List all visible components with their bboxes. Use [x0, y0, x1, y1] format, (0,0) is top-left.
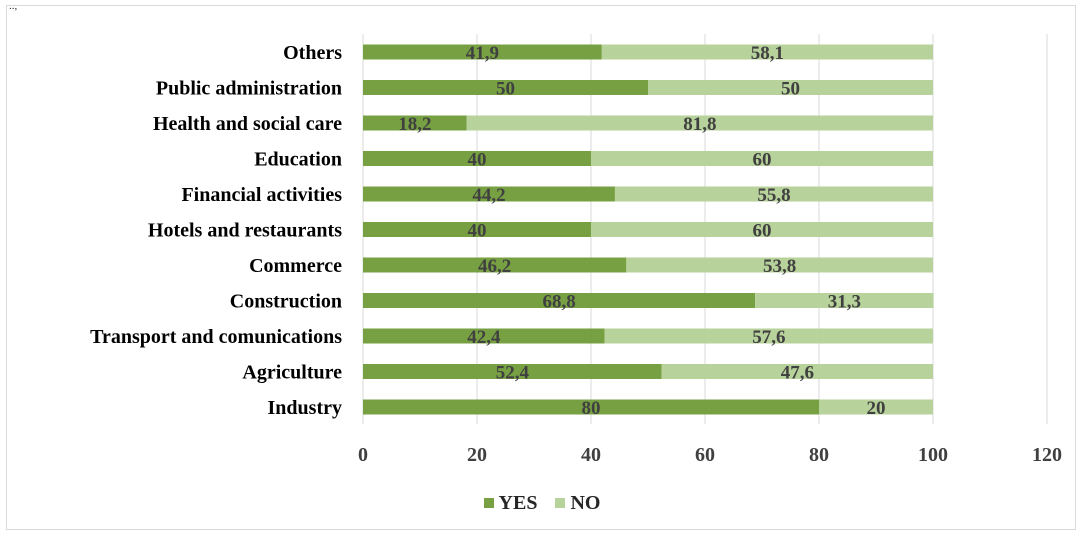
bar-yes — [363, 186, 615, 202]
data-label-no: 47,6 — [781, 363, 814, 384]
data-labels: 41,9 58,1 50 50 18,2 81,8 40 60 44,2 55,8 40 60 46,2… — [398, 43, 885, 419]
x-tick-label: 40 — [581, 444, 601, 466]
data-label-yes: 50 — [496, 79, 515, 100]
legend-item-yes: YES — [483, 491, 538, 515]
data-label-no: 55,8 — [757, 185, 790, 206]
data-label-yes: 41,9 — [466, 43, 499, 64]
bar-no — [661, 364, 933, 379]
data-label-yes: 68,8 — [542, 292, 575, 313]
category-label: Education — [254, 149, 342, 171]
bar-no — [614, 186, 933, 202]
bar-yes — [363, 80, 648, 95]
data-label-yes: 80 — [582, 398, 601, 419]
data-label-yes: 46,2 — [478, 256, 511, 277]
x-tick-label: 20 — [467, 444, 487, 466]
data-label-no: 60 — [753, 150, 772, 171]
bar-no — [626, 257, 933, 273]
bar-yes — [363, 44, 602, 60]
data-label-no: 57,6 — [752, 327, 785, 348]
bar-yes — [363, 257, 627, 273]
x-tick-labels: 0 20 40 60 80 100 120 — [358, 444, 1062, 466]
bar-no — [601, 44, 933, 60]
x-tick-label: 60 — [695, 444, 715, 466]
legend-swatch-no — [555, 498, 566, 508]
category-label: Construction — [230, 291, 342, 313]
bar-no — [819, 399, 933, 415]
x-tick-label: 0 — [358, 444, 368, 466]
bar-yes — [363, 293, 756, 308]
legend: YES NO — [0, 488, 1084, 518]
category-label: Industry — [268, 397, 342, 419]
bars — [363, 44, 934, 415]
legend-item-no: NO — [555, 492, 600, 515]
category-label: Others — [283, 42, 342, 64]
data-label-no: 81,8 — [683, 114, 716, 135]
category-labels: Others Public administration Health and so… — [90, 42, 342, 419]
data-label-no: 60 — [753, 221, 772, 242]
data-label-no: 58,1 — [751, 43, 784, 64]
corner-mark: .., — [9, 0, 18, 12]
data-label-yes: 42,4 — [467, 327, 501, 348]
category-label: Financial activities — [181, 184, 342, 206]
category-label: Health and social care — [153, 113, 342, 135]
data-label-no: 20 — [867, 398, 886, 419]
bar-no — [591, 151, 933, 166]
data-label-yes: 52,4 — [496, 363, 530, 384]
data-label-yes: 44,2 — [472, 185, 505, 206]
data-label-yes: 40 — [468, 221, 487, 242]
legend-label-yes: YES — [498, 491, 538, 514]
bar-yes — [363, 222, 591, 237]
x-tick-label: 80 — [809, 444, 829, 466]
bar-yes — [363, 328, 605, 344]
bar-no — [591, 222, 933, 237]
category-label: Hotels and restaurants — [148, 220, 342, 242]
category-label: Public administration — [156, 78, 342, 100]
bar-no — [755, 293, 934, 308]
bar-yes — [363, 115, 467, 131]
data-label-yes: 40 — [468, 150, 487, 171]
bar-no — [604, 328, 933, 344]
data-label-no: 53,8 — [763, 256, 796, 277]
x-tick-label: 120 — [1032, 444, 1062, 466]
category-label: Transport and comunications — [90, 326, 342, 348]
data-label-no: 31,3 — [828, 292, 861, 313]
bar-no — [466, 115, 933, 131]
bar-yes — [363, 151, 591, 166]
legend-label-no: NO — [570, 491, 601, 514]
bar-no — [648, 80, 933, 95]
category-label: Commerce — [249, 255, 342, 277]
bar-yes — [363, 364, 662, 379]
data-label-no: 50 — [781, 79, 800, 100]
category-label: Agriculture — [242, 362, 342, 384]
x-tick-label: 100 — [918, 444, 948, 466]
legend-swatch-yes — [483, 498, 494, 508]
data-label-yes: 18,2 — [398, 114, 431, 135]
bar-yes — [363, 399, 819, 415]
